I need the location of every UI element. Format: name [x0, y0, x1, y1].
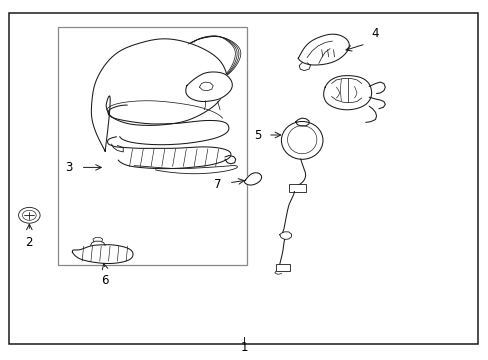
Text: 3: 3 — [65, 161, 72, 174]
Bar — [58, 27, 246, 265]
Text: 5: 5 — [254, 129, 261, 141]
Polygon shape — [323, 76, 371, 110]
Polygon shape — [244, 173, 261, 185]
Polygon shape — [91, 39, 227, 151]
Circle shape — [19, 207, 40, 223]
Polygon shape — [72, 245, 133, 264]
Polygon shape — [107, 137, 230, 168]
Bar — [288, 184, 305, 192]
Text: 1: 1 — [240, 341, 248, 354]
Polygon shape — [298, 34, 348, 65]
Ellipse shape — [281, 122, 322, 159]
Bar — [275, 264, 290, 271]
Text: 2: 2 — [25, 236, 33, 249]
Text: 6: 6 — [101, 274, 109, 287]
Text: 4: 4 — [371, 27, 379, 40]
Polygon shape — [185, 72, 232, 102]
Text: 7: 7 — [213, 178, 221, 191]
